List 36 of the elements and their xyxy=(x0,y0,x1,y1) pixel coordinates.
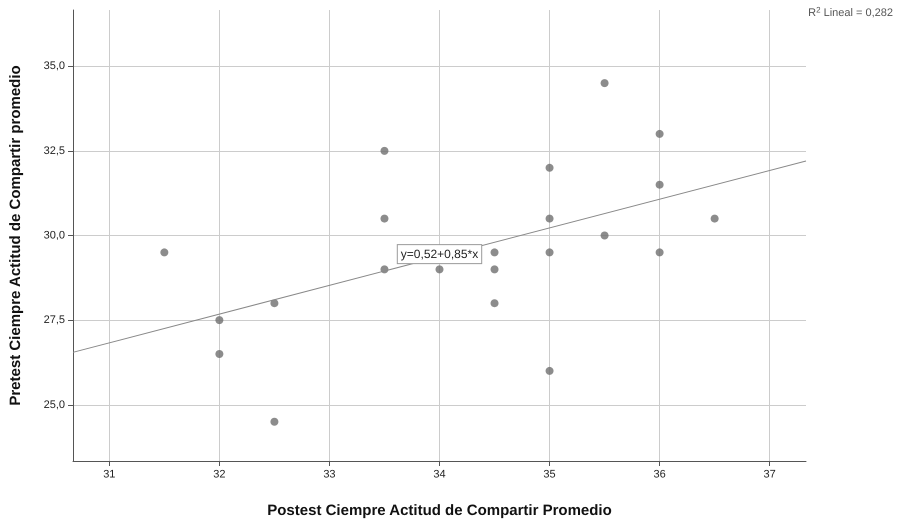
x-tick-label: 36 xyxy=(653,468,666,480)
point xyxy=(710,214,719,223)
point xyxy=(270,299,278,308)
x-tick-label: 35 xyxy=(543,468,556,480)
point xyxy=(215,350,224,358)
y-tick-label: 25,0 xyxy=(44,398,65,411)
point xyxy=(656,130,664,138)
point xyxy=(160,248,168,256)
x-tick-label: 37 xyxy=(764,468,776,480)
annotation: y=0,52+0,85*x xyxy=(400,247,478,262)
x-axis-title: Postest Ciempre Actitud de Compartir Promedio xyxy=(267,502,612,519)
y-tick-label: 27,5 xyxy=(44,314,65,326)
point xyxy=(600,232,609,240)
point xyxy=(270,418,278,426)
point xyxy=(380,214,388,223)
point xyxy=(546,214,554,223)
y-tick-label: 30,0 xyxy=(44,230,65,242)
y-tick-label: 35,0 xyxy=(44,60,65,72)
point xyxy=(656,180,664,189)
x-tick-label: 32 xyxy=(213,468,226,480)
point xyxy=(656,248,664,256)
point xyxy=(546,164,554,172)
y-axis-title: Pretest Ciempre Actitud de Compartir promedio xyxy=(7,65,24,406)
x-tick-label: 33 xyxy=(323,468,336,480)
point xyxy=(490,248,499,256)
x-tick-label: 34 xyxy=(433,468,446,480)
point xyxy=(215,316,224,324)
point xyxy=(490,299,499,308)
point xyxy=(546,366,554,375)
x-tick-label: 31 xyxy=(103,468,116,480)
y-tick-label: 32,5 xyxy=(44,144,65,157)
point xyxy=(600,79,609,88)
point xyxy=(490,265,499,274)
point xyxy=(436,265,444,274)
point xyxy=(546,248,554,256)
point xyxy=(380,146,388,155)
